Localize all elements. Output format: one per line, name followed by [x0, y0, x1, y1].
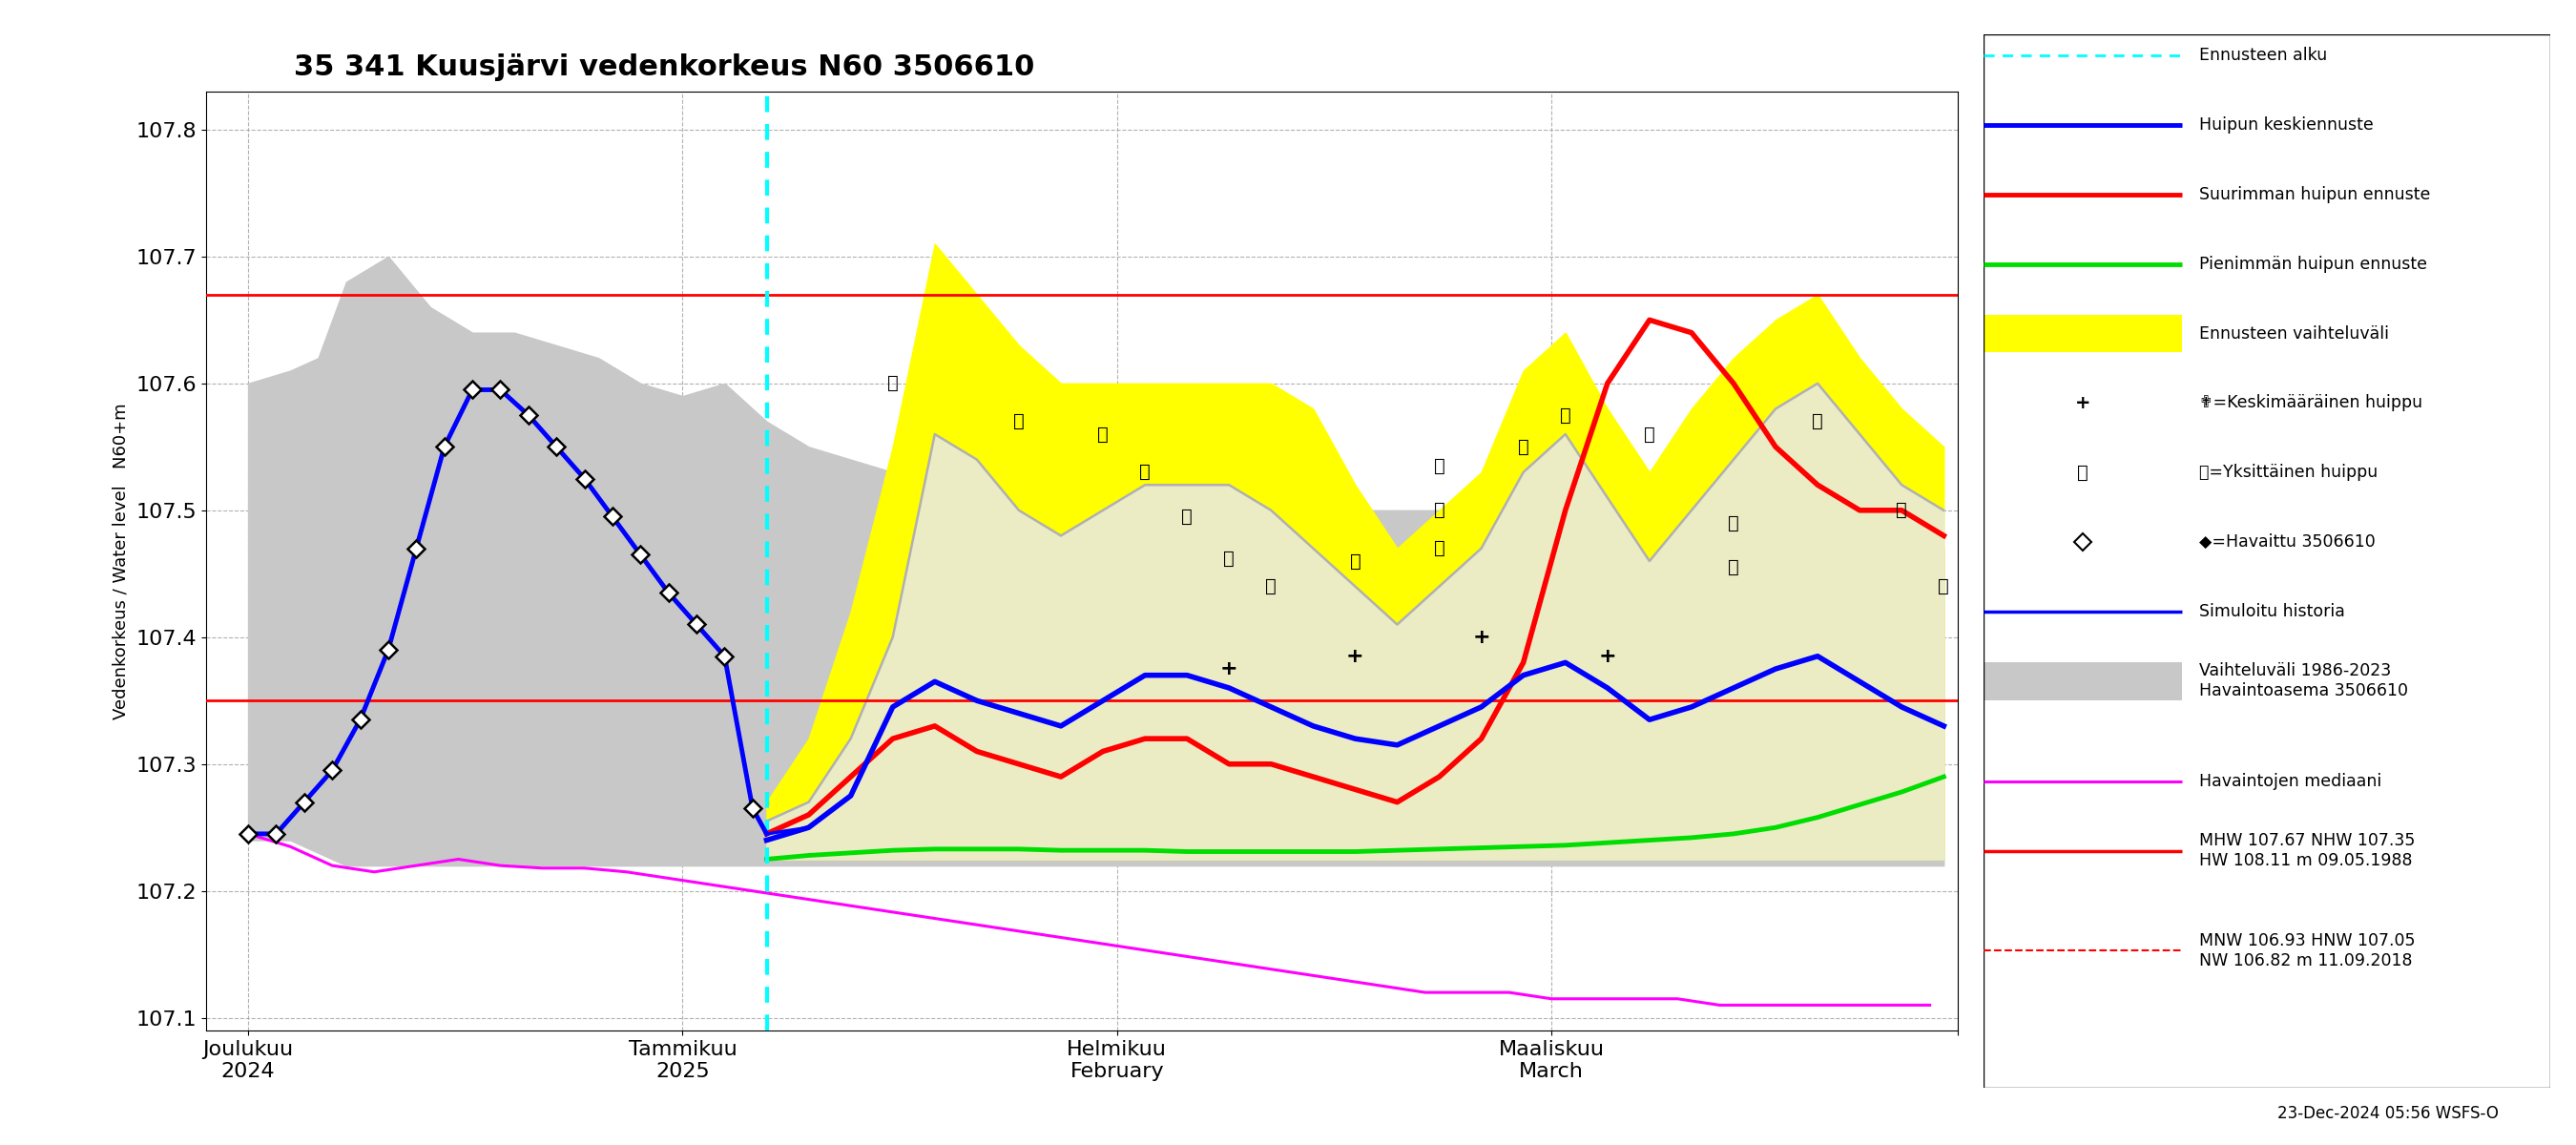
FancyBboxPatch shape [1984, 662, 2182, 700]
Text: +: + [2074, 394, 2092, 412]
Text: 35 341 Kuusjärvi vedenkorkeus N60 3506610: 35 341 Kuusjärvi vedenkorkeus N60 350661… [294, 54, 1036, 81]
Text: ⌢=Yksittäinen huippu: ⌢=Yksittäinen huippu [2200, 464, 2378, 481]
Text: Vaihteluväli 1986-2023
Havaintoasema 3506610: Vaihteluväli 1986-2023 Havaintoasema 350… [2200, 663, 2409, 700]
Text: ⌢: ⌢ [1517, 437, 1530, 456]
Text: ⌢: ⌢ [1561, 406, 1571, 424]
Text: ⌢: ⌢ [1435, 502, 1445, 520]
Y-axis label: Vedenkorkeus / Water level   N60+m: Vedenkorkeus / Water level N60+m [113, 403, 129, 719]
Text: ⌢: ⌢ [1896, 502, 1906, 520]
Text: ⌢: ⌢ [1097, 425, 1108, 443]
Text: ⌢: ⌢ [1265, 577, 1278, 595]
Text: +: + [1473, 627, 1489, 647]
Text: ⌢: ⌢ [886, 374, 899, 393]
Text: Simuloitu historia: Simuloitu historia [2200, 603, 2344, 621]
Text: ⌢: ⌢ [1728, 559, 1739, 576]
Text: Ennusteen alku: Ennusteen alku [2200, 47, 2326, 64]
Text: ⌢: ⌢ [1811, 412, 1824, 431]
Text: MNW 106.93 HNW 107.05
NW 106.82 m 11.09.2018: MNW 106.93 HNW 107.05 NW 106.82 m 11.09.… [2200, 932, 2414, 970]
Text: ⌢: ⌢ [2076, 464, 2089, 482]
Text: +: + [1600, 647, 1615, 665]
Text: Ennusteen vaihteluväli: Ennusteen vaihteluväli [2200, 325, 2388, 342]
Text: MHW 107.67 NHW 107.35
HW 108.11 m 09.05.1988: MHW 107.67 NHW 107.35 HW 108.11 m 09.05.… [2200, 832, 2414, 869]
FancyBboxPatch shape [1984, 315, 2182, 353]
Text: ⌢: ⌢ [1937, 577, 1950, 595]
Text: Havaintojen mediaani: Havaintojen mediaani [2200, 773, 2380, 790]
Text: +: + [1347, 647, 1365, 665]
Text: ⌢: ⌢ [1182, 507, 1193, 526]
Text: Pienimmän huipun ennuste: Pienimmän huipun ennuste [2200, 255, 2427, 273]
Text: ⌢: ⌢ [1435, 539, 1445, 558]
Text: ⌢: ⌢ [1728, 514, 1739, 532]
Text: ⌢: ⌢ [1012, 412, 1025, 431]
Text: Suurimman huipun ennuste: Suurimman huipun ennuste [2200, 185, 2429, 203]
Text: ⌢: ⌢ [1224, 550, 1234, 568]
Text: ⌢: ⌢ [1643, 425, 1654, 443]
Text: 23-Dec-2024 05:56 WSFS-O: 23-Dec-2024 05:56 WSFS-O [2277, 1105, 2499, 1122]
Text: Huipun keskiennuste: Huipun keskiennuste [2200, 117, 2372, 134]
Text: ◆=Havaittu 3506610: ◆=Havaittu 3506610 [2200, 534, 2375, 551]
Text: ⌢: ⌢ [1435, 457, 1445, 475]
Text: ✟=Keskimääräinen huippu: ✟=Keskimääräinen huippu [2200, 395, 2421, 412]
Text: ⌢: ⌢ [1350, 552, 1360, 570]
Text: ⌢: ⌢ [1139, 464, 1151, 481]
Text: +: + [1221, 660, 1239, 679]
